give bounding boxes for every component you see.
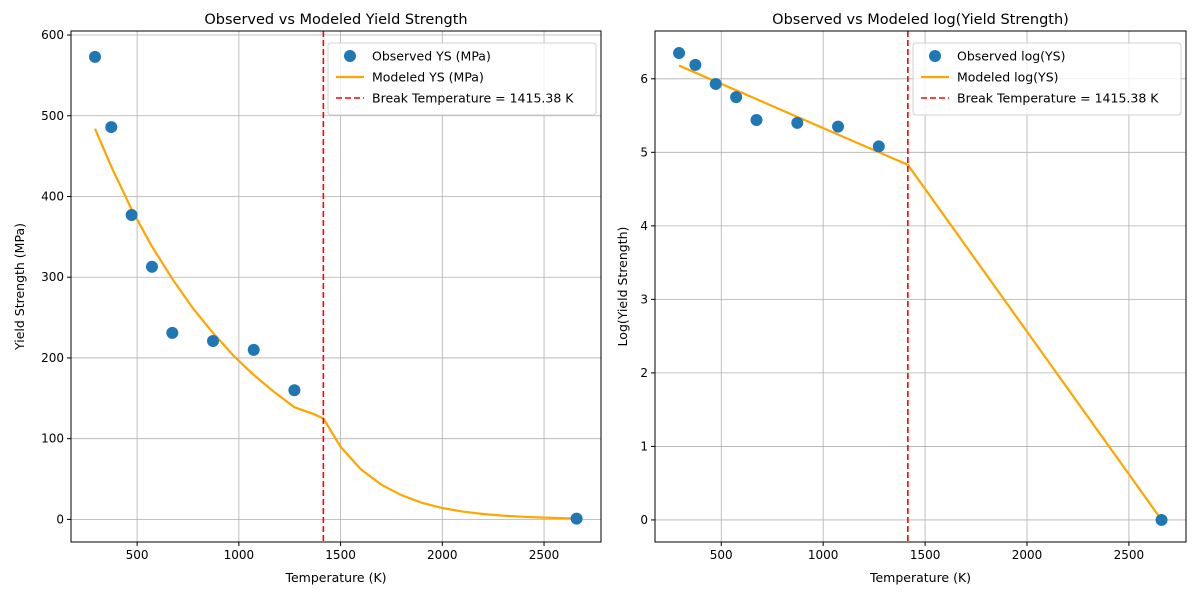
observed-point bbox=[89, 50, 102, 63]
observed-point bbox=[125, 209, 138, 222]
plot-area bbox=[89, 31, 583, 542]
observed-point bbox=[689, 58, 702, 71]
y-tick-label: 0 bbox=[56, 512, 64, 526]
chart-title: Observed vs Modeled Yield Strength bbox=[204, 12, 467, 28]
legend-box bbox=[912, 42, 1182, 116]
x-tick-label: 1000 bbox=[808, 548, 839, 562]
observed-point bbox=[288, 384, 301, 397]
x-axis-label: Temperature (K) bbox=[284, 570, 386, 585]
x-tick-label: 500 bbox=[126, 548, 149, 562]
legend-label: Break Temperature = 1415.38 K bbox=[957, 91, 1159, 106]
observed-point bbox=[207, 334, 220, 347]
observed-point bbox=[730, 91, 743, 104]
legend-label: Observed log(YS) bbox=[957, 49, 1066, 64]
legend-label: Modeled YS (MPa) bbox=[372, 70, 484, 85]
observed-point bbox=[709, 77, 722, 90]
legend-label: Observed YS (MPa) bbox=[372, 49, 491, 64]
observed-point bbox=[570, 512, 583, 525]
legend: Observed log(YS) Modeled log(YS) Break Tem… bbox=[912, 42, 1182, 116]
x-tick-label: 2500 bbox=[529, 548, 560, 562]
x-tick-label: 2000 bbox=[1012, 548, 1043, 562]
observed-point bbox=[145, 260, 158, 273]
observed-point bbox=[750, 113, 763, 126]
x-tick-label: 1000 bbox=[224, 548, 255, 562]
y-tick-label: 0 bbox=[640, 513, 648, 527]
x-tick-label: 1500 bbox=[910, 548, 941, 562]
legend-label: Break Temperature = 1415.38 K bbox=[372, 91, 574, 106]
legend-label: Modeled log(YS) bbox=[957, 70, 1059, 85]
observed-point bbox=[872, 140, 885, 153]
chart-panel-1: 500 1000 1500 2000 2500 0 100 200 300 400 500 600 Ob… bbox=[12, 12, 602, 585]
observed-point bbox=[105, 121, 118, 134]
observed-point bbox=[791, 116, 804, 129]
observed-point bbox=[166, 326, 179, 339]
x-tick-label: 2000 bbox=[427, 548, 458, 562]
y-axis-label: Log(Yield Strength) bbox=[615, 227, 630, 347]
y-tick-label: 100 bbox=[41, 432, 64, 446]
y-tick-label: 500 bbox=[41, 109, 64, 123]
axes-frame bbox=[70, 30, 602, 543]
y-tick-label: 5 bbox=[640, 145, 648, 159]
y-tick-label: 2 bbox=[640, 366, 648, 380]
y-tick-label: 4 bbox=[640, 219, 648, 233]
axes-frame bbox=[654, 30, 1187, 543]
plot-area bbox=[673, 31, 1168, 542]
legend: Observed YS (MPa) Modeled YS (MPa) Break T… bbox=[327, 42, 597, 116]
y-tick-label: 6 bbox=[640, 72, 648, 86]
chart-panel-2: 500 1000 1500 2000 2500 0 1 2 3 4 5 6 Observed vs Mo… bbox=[615, 12, 1187, 585]
x-tick-label: 2500 bbox=[1114, 548, 1145, 562]
modeled-series-line bbox=[93, 128, 577, 520]
x-tick-label: 500 bbox=[710, 548, 733, 562]
legend-marker-observed bbox=[929, 50, 941, 62]
y-tick-label: 300 bbox=[41, 270, 64, 284]
y-tick-label: 1 bbox=[640, 439, 648, 453]
observed-point bbox=[832, 120, 845, 133]
observed-point bbox=[247, 343, 260, 356]
chart-title: Observed vs Modeled log(Yield Strength) bbox=[772, 12, 1069, 28]
observed-point bbox=[1155, 513, 1168, 526]
x-axis-label: Temperature (K) bbox=[869, 570, 971, 585]
x-tick-label: 1500 bbox=[325, 548, 356, 562]
legend-box bbox=[327, 42, 597, 116]
y-axis-label: Yield Strength (MPa) bbox=[12, 223, 27, 351]
y-tick-label: 3 bbox=[640, 292, 648, 306]
y-tick-label: 600 bbox=[41, 28, 64, 42]
legend-marker-observed bbox=[344, 50, 356, 62]
y-tick-label: 400 bbox=[41, 189, 64, 203]
y-tick-label: 200 bbox=[41, 351, 64, 365]
modeled-series-line bbox=[678, 64, 1163, 521]
observed-point bbox=[673, 47, 686, 60]
